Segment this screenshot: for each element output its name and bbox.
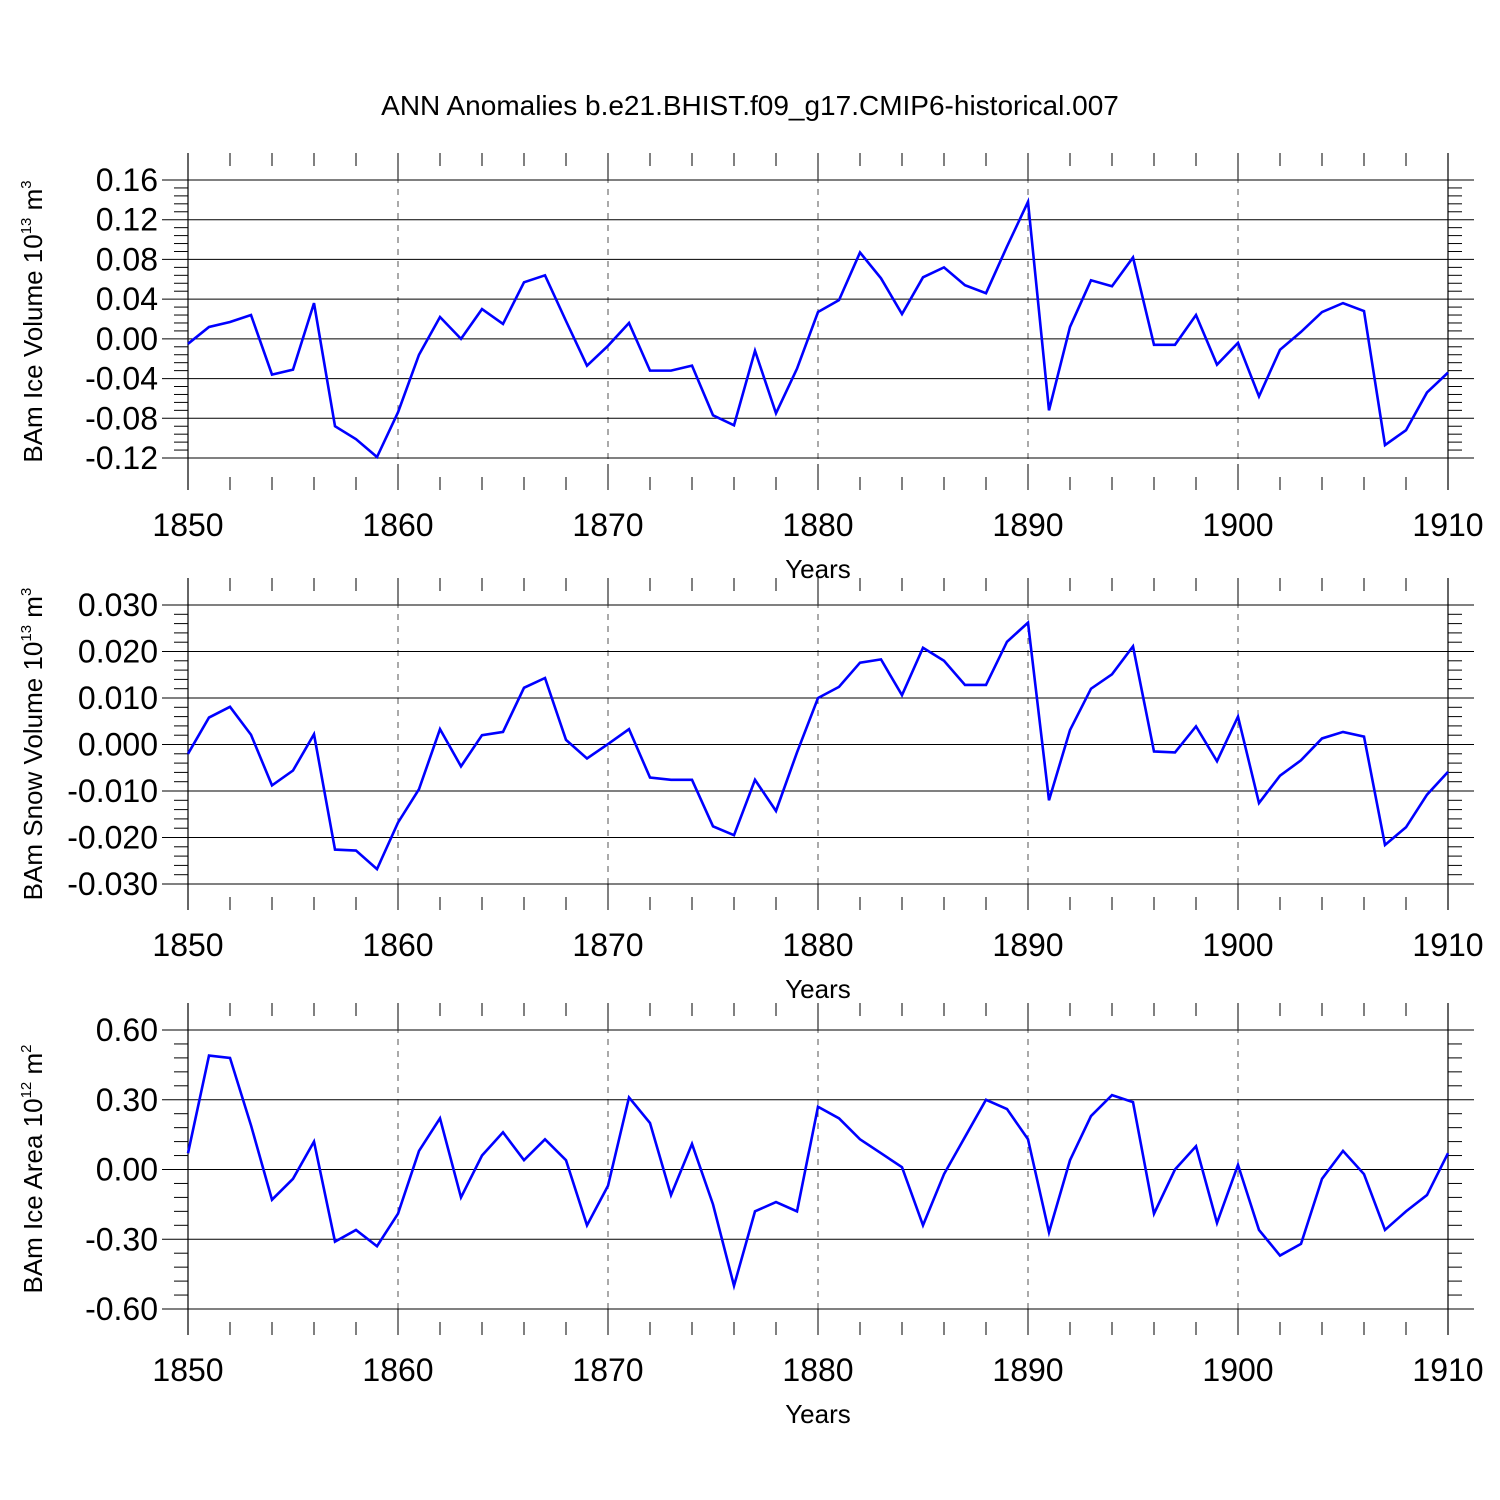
x-tick-label: 1850 bbox=[152, 927, 223, 963]
x-tick-label: 1900 bbox=[1202, 507, 1273, 543]
y-axis-title-superscript: 13 bbox=[18, 625, 35, 642]
x-tick-label: 1850 bbox=[152, 1352, 223, 1388]
y-axis-title-text: BAm Ice Volume 10 bbox=[18, 234, 48, 462]
series-line bbox=[186, 1054, 1450, 1291]
y-tick-label: 0.030 bbox=[78, 587, 158, 623]
y-axis-title: BAm Ice Volume 1013 m3 bbox=[18, 180, 48, 462]
x-tick-label: 1860 bbox=[362, 507, 433, 543]
x-tick-label: 1870 bbox=[572, 927, 643, 963]
panel-1: -0.12 -0.08-0.04 0.00 0.04 0.080.12 0.16 1850 1… bbox=[18, 153, 1484, 584]
y-tick-label: 0.12 bbox=[96, 202, 158, 238]
y-axis-title-superscript: 13 bbox=[18, 218, 35, 235]
y-tick-label: 0.16 bbox=[96, 162, 158, 198]
y-tick-label: 0.020 bbox=[78, 634, 158, 670]
x-tick-label: 1900 bbox=[1202, 1352, 1273, 1388]
x-tick-label: 1880 bbox=[782, 1352, 853, 1388]
x-tick-label: 1910 bbox=[1412, 1352, 1483, 1388]
y-axis-title-text: m bbox=[18, 189, 48, 218]
y-tick-label: -0.030 bbox=[67, 866, 158, 902]
y-tick-label: -0.08 bbox=[85, 400, 158, 436]
x-tick-label: 1890 bbox=[992, 927, 1063, 963]
y-tick-label: 0.000 bbox=[78, 727, 158, 763]
y-axis-title-superscript: 3 bbox=[18, 588, 35, 596]
y-axis-title-text: m bbox=[18, 1053, 48, 1082]
panel-3: -0.60 -0.30 0.00 0.30 0.60 1850 1860 1870 1880 18… bbox=[18, 1003, 1484, 1429]
y-tick-label: 0.04 bbox=[96, 281, 158, 317]
y-axis-title-text: m bbox=[18, 596, 48, 625]
x-tick-label: 1850 bbox=[152, 507, 223, 543]
y-axis-title-text: BAm Snow Volume 10 bbox=[18, 642, 48, 901]
y-axis-title: BAm Snow Volume 1013 m3 bbox=[18, 588, 48, 901]
series-line bbox=[186, 620, 1449, 872]
y-tick-label: 0.010 bbox=[78, 680, 158, 716]
x-tick-label: 1880 bbox=[782, 507, 853, 543]
y-axis-title-superscript: 12 bbox=[18, 1082, 35, 1099]
y-axis-title-superscript: 2 bbox=[18, 1044, 35, 1052]
y-tick-label: 0.08 bbox=[96, 241, 158, 277]
x-tick-label: 1860 bbox=[362, 927, 433, 963]
y-tick-label: 0.00 bbox=[96, 321, 158, 357]
x-axis-title: Years bbox=[785, 1399, 851, 1429]
series-line bbox=[187, 197, 1449, 460]
y-tick-label: -0.30 bbox=[85, 1221, 158, 1257]
chart-title: ANN Anomalies b.e21.BHIST.f09_g17.CMIP6-… bbox=[381, 90, 1119, 121]
y-tick-label: -0.020 bbox=[67, 820, 158, 856]
y-tick-label: 0.30 bbox=[96, 1082, 158, 1118]
y-tick-label: -0.04 bbox=[85, 361, 158, 397]
x-tick-label: 1890 bbox=[992, 1352, 1063, 1388]
y-tick-label: 0.00 bbox=[96, 1152, 158, 1188]
x-tick-label: 1870 bbox=[572, 507, 643, 543]
x-tick-label: 1870 bbox=[572, 1352, 643, 1388]
panel-2: -0.030 -0.020 -0.010 0.000 0.010 0.020 0.030 18… bbox=[18, 578, 1484, 1004]
x-tick-label: 1890 bbox=[992, 507, 1063, 543]
y-axis-title: BAm Ice Area 1012 m2 bbox=[18, 1044, 48, 1293]
x-tick-label: 1880 bbox=[782, 927, 853, 963]
y-axis-title-superscript: 3 bbox=[18, 180, 35, 188]
x-tick-label: 1910 bbox=[1412, 507, 1483, 543]
x-tick-label: 1900 bbox=[1202, 927, 1273, 963]
y-axis-title-text: BAm Ice Area 10 bbox=[18, 1098, 48, 1293]
x-tick-label: 1860 bbox=[362, 1352, 433, 1388]
y-tick-label: -0.12 bbox=[85, 440, 158, 476]
x-tick-label: 1910 bbox=[1412, 927, 1483, 963]
y-tick-label: 0.60 bbox=[96, 1012, 158, 1048]
y-tick-label: -0.010 bbox=[67, 773, 158, 809]
x-axis-title: Years bbox=[785, 974, 851, 1004]
y-tick-label: -0.60 bbox=[85, 1291, 158, 1327]
